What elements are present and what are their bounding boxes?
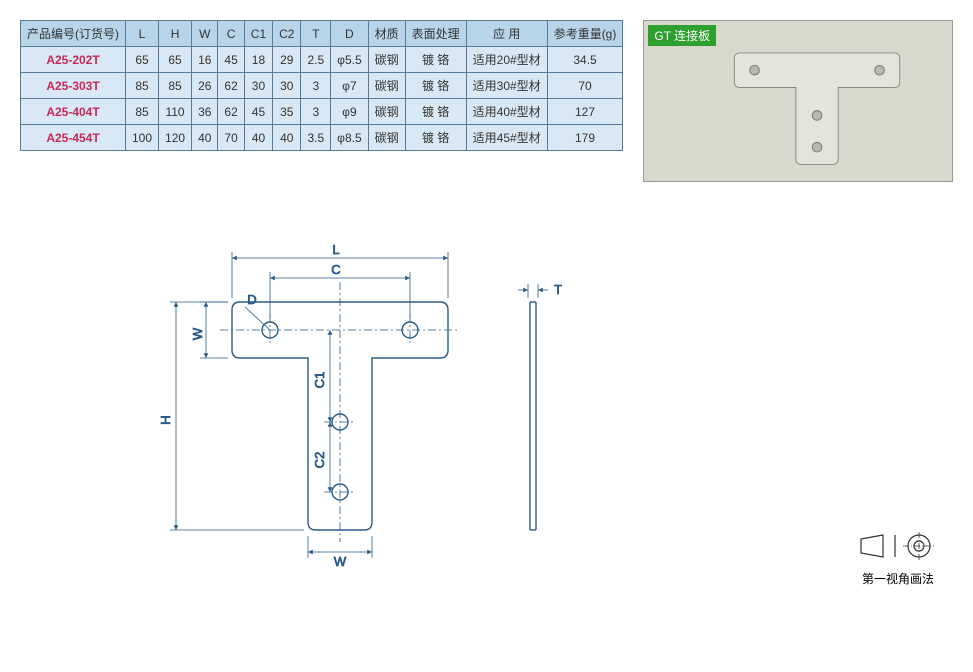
- col-weight: 参考重量(g): [547, 21, 623, 47]
- table-cell: A25-454T: [21, 125, 126, 151]
- col-C1: C1: [244, 21, 272, 47]
- col-T: T: [301, 21, 331, 47]
- table-cell: φ7: [331, 73, 368, 99]
- table-cell: 179: [547, 125, 623, 151]
- table-cell: 45: [244, 99, 272, 125]
- table-cell: 镀 铬: [405, 73, 466, 99]
- col-W: W: [192, 21, 218, 47]
- dim-T: T: [554, 282, 562, 297]
- table-cell: 18: [244, 47, 272, 73]
- table-cell: 85: [126, 73, 159, 99]
- table-cell: 30: [273, 73, 301, 99]
- table-cell: 2.5: [301, 47, 331, 73]
- col-surface: 表面处理: [405, 21, 466, 47]
- projection-icon: [853, 531, 943, 561]
- table-cell: 16: [192, 47, 218, 73]
- dim-L: L: [332, 242, 339, 257]
- dim-C1: C1: [312, 372, 327, 389]
- dim-H: H: [158, 415, 173, 424]
- table-cell: 适用30#型材: [466, 73, 547, 99]
- table-cell: 3.5: [301, 125, 331, 151]
- table-cell: 36: [192, 99, 218, 125]
- table-cell: 110: [159, 99, 192, 125]
- spec-table: 产品编号(订货号) L H W C C1 C2 T D 材质 表面处理 应 用 …: [20, 20, 623, 151]
- table-cell: 70: [218, 125, 244, 151]
- col-L: L: [126, 21, 159, 47]
- table-cell: 适用20#型材: [466, 47, 547, 73]
- table-cell: 适用40#型材: [466, 99, 547, 125]
- table-cell: 40: [192, 125, 218, 151]
- table-cell: 70: [547, 73, 623, 99]
- table-row: A25-454T100120407040403.5φ8.5碳钢镀 铬适用45#型…: [21, 125, 623, 151]
- table-cell: φ9: [331, 99, 368, 125]
- dim-W-top: W: [190, 327, 205, 340]
- table-cell: A25-303T: [21, 73, 126, 99]
- table-cell: 120: [159, 125, 192, 151]
- table-cell: 34.5: [547, 47, 623, 73]
- table-cell: 40: [273, 125, 301, 151]
- table-cell: A25-202T: [21, 47, 126, 73]
- table-cell: 65: [126, 47, 159, 73]
- table-cell: 85: [159, 73, 192, 99]
- table-cell: 62: [218, 99, 244, 125]
- table-cell: 45: [218, 47, 244, 73]
- dim-D: D: [247, 292, 256, 307]
- table-header-row: 产品编号(订货号) L H W C C1 C2 T D 材质 表面处理 应 用 …: [21, 21, 623, 47]
- table-cell: 40: [244, 125, 272, 151]
- table-cell: φ8.5: [331, 125, 368, 151]
- dim-C2: C2: [312, 452, 327, 469]
- table-cell: 碳钢: [368, 47, 405, 73]
- table-cell: 3: [301, 99, 331, 125]
- table-cell: 127: [547, 99, 623, 125]
- table-cell: 100: [126, 125, 159, 151]
- drawing-svg: L C W H D C1 C2: [140, 222, 600, 582]
- table-cell: 30: [244, 73, 272, 99]
- product-photo-panel: GT 连接板: [643, 20, 953, 182]
- technical-drawing: L C W H D C1 C2: [140, 222, 740, 587]
- table-cell: 35: [273, 99, 301, 125]
- table-cell: A25-404T: [21, 99, 126, 125]
- table-cell: 29: [273, 47, 301, 73]
- col-C2: C2: [273, 21, 301, 47]
- col-partno: 产品编号(订货号): [21, 21, 126, 47]
- table-cell: 62: [218, 73, 244, 99]
- dim-W-bot: W: [334, 554, 347, 569]
- col-application: 应 用: [466, 21, 547, 47]
- table-row: A25-202T6565164518292.5φ5.5碳钢镀 铬适用20#型材3…: [21, 47, 623, 73]
- table-cell: 碳钢: [368, 99, 405, 125]
- col-C: C: [218, 21, 244, 47]
- col-H: H: [159, 21, 192, 47]
- table-cell: 26: [192, 73, 218, 99]
- table-cell: 碳钢: [368, 125, 405, 151]
- table-cell: 65: [159, 47, 192, 73]
- table-cell: 镀 铬: [405, 125, 466, 151]
- table-row: A25-303T8585266230303φ7碳钢镀 铬适用30#型材70: [21, 73, 623, 99]
- projection-symbol: 第一视角画法: [853, 531, 943, 587]
- top-row: 产品编号(订货号) L H W C C1 C2 T D 材质 表面处理 应 用 …: [20, 20, 953, 182]
- table-cell: 镀 铬: [405, 47, 466, 73]
- dim-C: C: [331, 262, 340, 277]
- table-cell: 适用45#型材: [466, 125, 547, 151]
- table-cell: 3: [301, 73, 331, 99]
- col-material: 材质: [368, 21, 405, 47]
- table-row: A25-404T85110366245353φ9碳钢镀 铬适用40#型材127: [21, 99, 623, 125]
- table-cell: φ5.5: [331, 47, 368, 73]
- photo-label: GT 连接板: [648, 25, 716, 46]
- col-D: D: [331, 21, 368, 47]
- projection-label: 第一视角画法: [853, 570, 943, 587]
- table-cell: 碳钢: [368, 73, 405, 99]
- table-cell: 85: [126, 99, 159, 125]
- table-cell: 镀 铬: [405, 99, 466, 125]
